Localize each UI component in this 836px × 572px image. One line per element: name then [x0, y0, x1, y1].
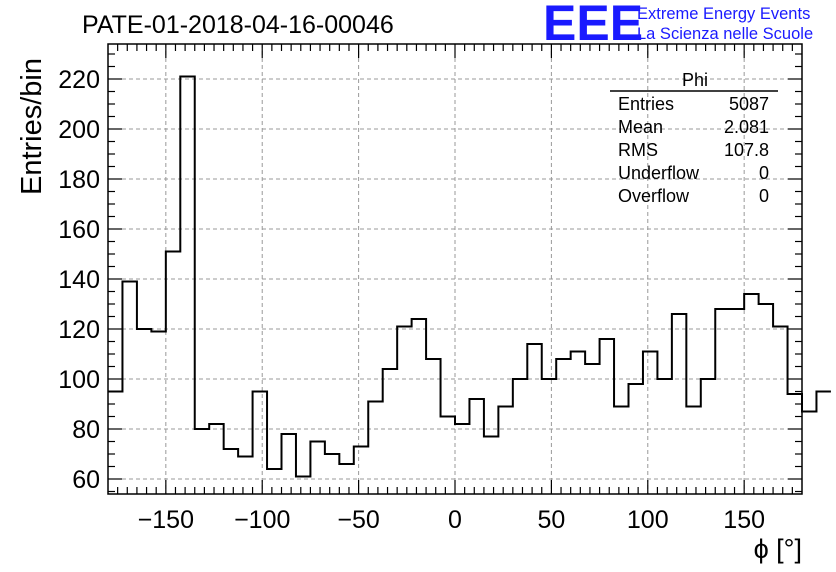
histogram-bin: [455, 424, 469, 494]
y-tick-label: 120: [58, 316, 100, 344]
stats-value: 0: [759, 186, 769, 206]
stats-label: RMS: [618, 140, 658, 160]
histogram-bin: [773, 327, 787, 495]
y-tick-label: 160: [58, 216, 100, 244]
eee-logo-mark: EEE: [543, 0, 643, 51]
stats-value: 0: [759, 163, 769, 183]
histogram-bin: [672, 314, 686, 494]
y-tick-labels: 60 80 100 120 140 160 180 200 220: [58, 66, 100, 494]
histogram-bin: [513, 379, 527, 494]
histogram-bin: [325, 454, 339, 494]
histogram-bin: [397, 327, 411, 495]
histogram-bin: [224, 449, 238, 494]
histogram-bin: [657, 379, 671, 494]
histogram-bin: [368, 402, 382, 495]
stats-rows: Entries 5087 Mean 2.081 RMS 107.8 Underflow 0 Ov…: [618, 94, 769, 206]
y-tick-label: 140: [58, 266, 100, 294]
histogram-bin: [412, 319, 426, 494]
histogram-bin: [744, 294, 758, 494]
histogram-bin: [759, 304, 773, 494]
histogram-bin: [571, 352, 585, 495]
stats-value: 5087: [729, 94, 769, 114]
chart-title: PATE-01-2018-04-16-00046: [82, 11, 394, 39]
histogram-bin: [282, 434, 296, 494]
y-tick-label: 60: [72, 466, 100, 494]
histogram-bin: [556, 359, 570, 494]
x-tick-label: −150: [138, 506, 194, 534]
histogram-outline: [108, 75, 831, 478]
histogram-bin: [426, 359, 440, 494]
y-tick-label: 220: [58, 66, 100, 94]
histogram-bin: [137, 329, 151, 494]
stats-value: 107.8: [724, 140, 769, 160]
histogram-bin: [469, 399, 483, 494]
histogram-bin: [585, 364, 599, 494]
histogram-bin: [209, 424, 223, 494]
x-tick-label: 100: [627, 506, 669, 534]
histogram-bin: [310, 442, 324, 495]
histogram-bin: [441, 417, 455, 495]
x-tick-label: −100: [234, 506, 290, 534]
y-tick-label: 80: [72, 416, 100, 444]
histogram-bin: [643, 352, 657, 495]
histogram-bin: [715, 309, 729, 494]
stats-label: Mean: [618, 117, 663, 137]
x-tick-label: 0: [448, 506, 462, 534]
stats-value: 2.081: [724, 117, 769, 137]
histogram-bin: [267, 469, 281, 494]
x-axis-label: ϕ [°]: [754, 534, 802, 564]
eee-logo: EEE Extreme Energy Events La Scienza nel…: [543, 0, 813, 51]
histogram-bin: [339, 464, 353, 494]
stats-label: Overflow: [618, 186, 690, 206]
histogram-bin: [614, 407, 628, 495]
histogram-bin: [686, 407, 700, 495]
logo-line-2: La Scienza nelle Scuole: [637, 25, 813, 43]
histogram-bin: [296, 477, 310, 495]
histogram-bin: [354, 447, 368, 495]
y-tick-label: 100: [58, 366, 100, 394]
histogram-bin: [816, 392, 830, 495]
histogram-bin: [151, 332, 165, 495]
x-tick-label: 150: [723, 506, 765, 534]
histogram-bin: [180, 77, 194, 495]
y-tick-label: 180: [58, 166, 100, 194]
stats-title: Phi: [682, 70, 708, 90]
histogram-bin: [701, 379, 715, 494]
y-tick-label: 200: [58, 116, 100, 144]
stats-label: Entries: [618, 94, 674, 114]
x-tick-label: −50: [337, 506, 379, 534]
logo-line-1: Extreme Energy Events: [637, 5, 810, 23]
histogram-bin: [527, 344, 541, 494]
x-tick-label: 50: [537, 506, 565, 534]
histogram-bin: [383, 369, 397, 494]
histogram-bin: [238, 457, 252, 495]
axis-ticks: [108, 44, 802, 494]
histogram-bin: [802, 412, 816, 495]
histogram-bin: [542, 379, 556, 494]
histogram-bin: [600, 339, 614, 494]
histogram-bin: [253, 392, 267, 495]
histogram-bin: [166, 252, 180, 495]
histogram-bin: [730, 309, 744, 494]
histogram-bin: [629, 384, 643, 494]
histogram-bin: [484, 437, 498, 495]
y-axis-label: Entries/bin: [16, 58, 48, 195]
stats-label: Underflow: [618, 163, 700, 183]
histogram-bins: [108, 77, 831, 495]
histogram-bin: [498, 407, 512, 495]
histogram-bin: [122, 282, 136, 495]
stats-box: Phi Entries 5087 Mean 2.081 RMS 107.8 Underflo…: [610, 70, 778, 206]
x-tick-labels: −150 −100 −50 0 50 100 150: [138, 506, 765, 534]
histogram-bin: [195, 429, 209, 494]
